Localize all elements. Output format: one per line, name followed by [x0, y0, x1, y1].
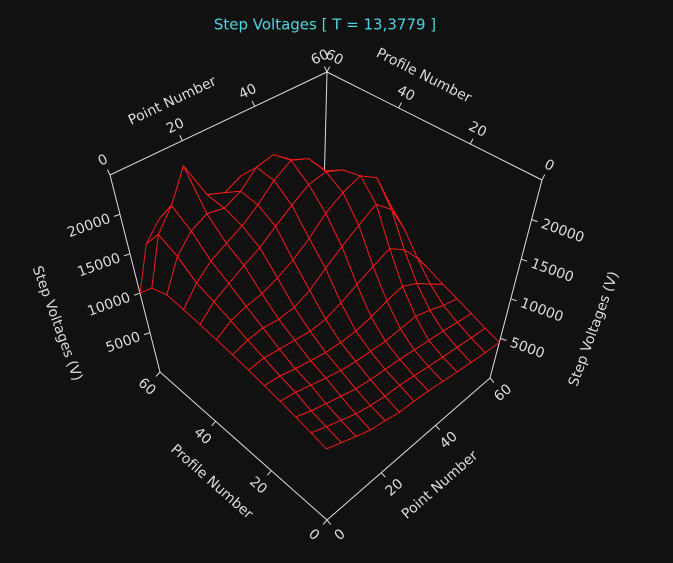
y-tick: [155, 371, 161, 377]
y-tick: [469, 138, 474, 145]
y-axis-title: Profile Number: [167, 441, 256, 522]
z-axis: [109, 174, 161, 373]
y-tick: [541, 174, 546, 181]
x-tick: [489, 377, 495, 383]
y-tick-label: 20: [466, 119, 489, 141]
z-tick: [510, 298, 517, 302]
z-tick: [113, 213, 121, 217]
z-tick: [143, 332, 151, 336]
x-tick-label: 20: [164, 115, 187, 137]
x-tick: [106, 169, 111, 176]
box-edge: [109, 71, 328, 176]
y-tick: [211, 421, 217, 427]
z-tick-label: 20000: [65, 211, 112, 241]
y-tick: [398, 102, 402, 109]
y-tick-label: 40: [394, 83, 417, 105]
x-axis-title: Point Number: [399, 448, 482, 523]
z-tick: [531, 219, 538, 223]
x-tick: [323, 66, 328, 73]
x-tick-label: 40: [437, 429, 461, 453]
z-tick: [123, 253, 131, 257]
y-tick: [266, 470, 272, 476]
y-tick-label: 0: [305, 526, 322, 544]
y-axis-title: Profile Number: [374, 45, 475, 106]
y-tick-label: 40: [190, 424, 214, 448]
z-tick-label: 5000: [104, 329, 143, 356]
z-tick-label: 20000: [539, 216, 586, 246]
y-tick-label: 20: [246, 474, 270, 498]
z-axis-title: Step Voltages (V): [566, 269, 622, 388]
x-tick: [251, 100, 256, 107]
y-tick: [322, 519, 328, 525]
x-tick-label: 0: [332, 526, 349, 544]
z-axis: [489, 179, 543, 379]
y-axis: [159, 371, 328, 521]
y-tick-label: 0: [542, 157, 557, 175]
z-tick-label: 10000: [85, 290, 132, 320]
y-tick-label: 60: [135, 375, 159, 399]
x-axis: [326, 377, 491, 521]
x-tick: [179, 135, 183, 141]
x-tick-label: 60: [491, 381, 515, 405]
z-tick: [521, 258, 528, 262]
z-tick-label: 15000: [75, 250, 122, 280]
z-tick-label: 15000: [528, 256, 575, 286]
z-tick: [133, 292, 141, 296]
x-tick: [326, 519, 332, 525]
chart-title: Step Voltages [ T = 13,3779 ]: [214, 16, 436, 34]
z-tick-label: 10000: [518, 295, 565, 325]
z-tick: [500, 337, 507, 341]
x-tick-label: 60: [309, 46, 332, 68]
z-tick-label: 5000: [508, 335, 547, 362]
x-tick-label: 40: [236, 81, 259, 103]
y-tick: [326, 66, 331, 73]
x-tick: [435, 425, 440, 431]
x-tick: [380, 472, 386, 478]
x-tick-label: 0: [96, 151, 111, 169]
y-tick-label: 60: [323, 47, 346, 69]
surface-cell: [310, 426, 343, 450]
box-edge: [326, 71, 543, 181]
x-tick-label: 20: [382, 476, 406, 500]
z-axis-title: Step Voltages (V): [29, 264, 85, 383]
